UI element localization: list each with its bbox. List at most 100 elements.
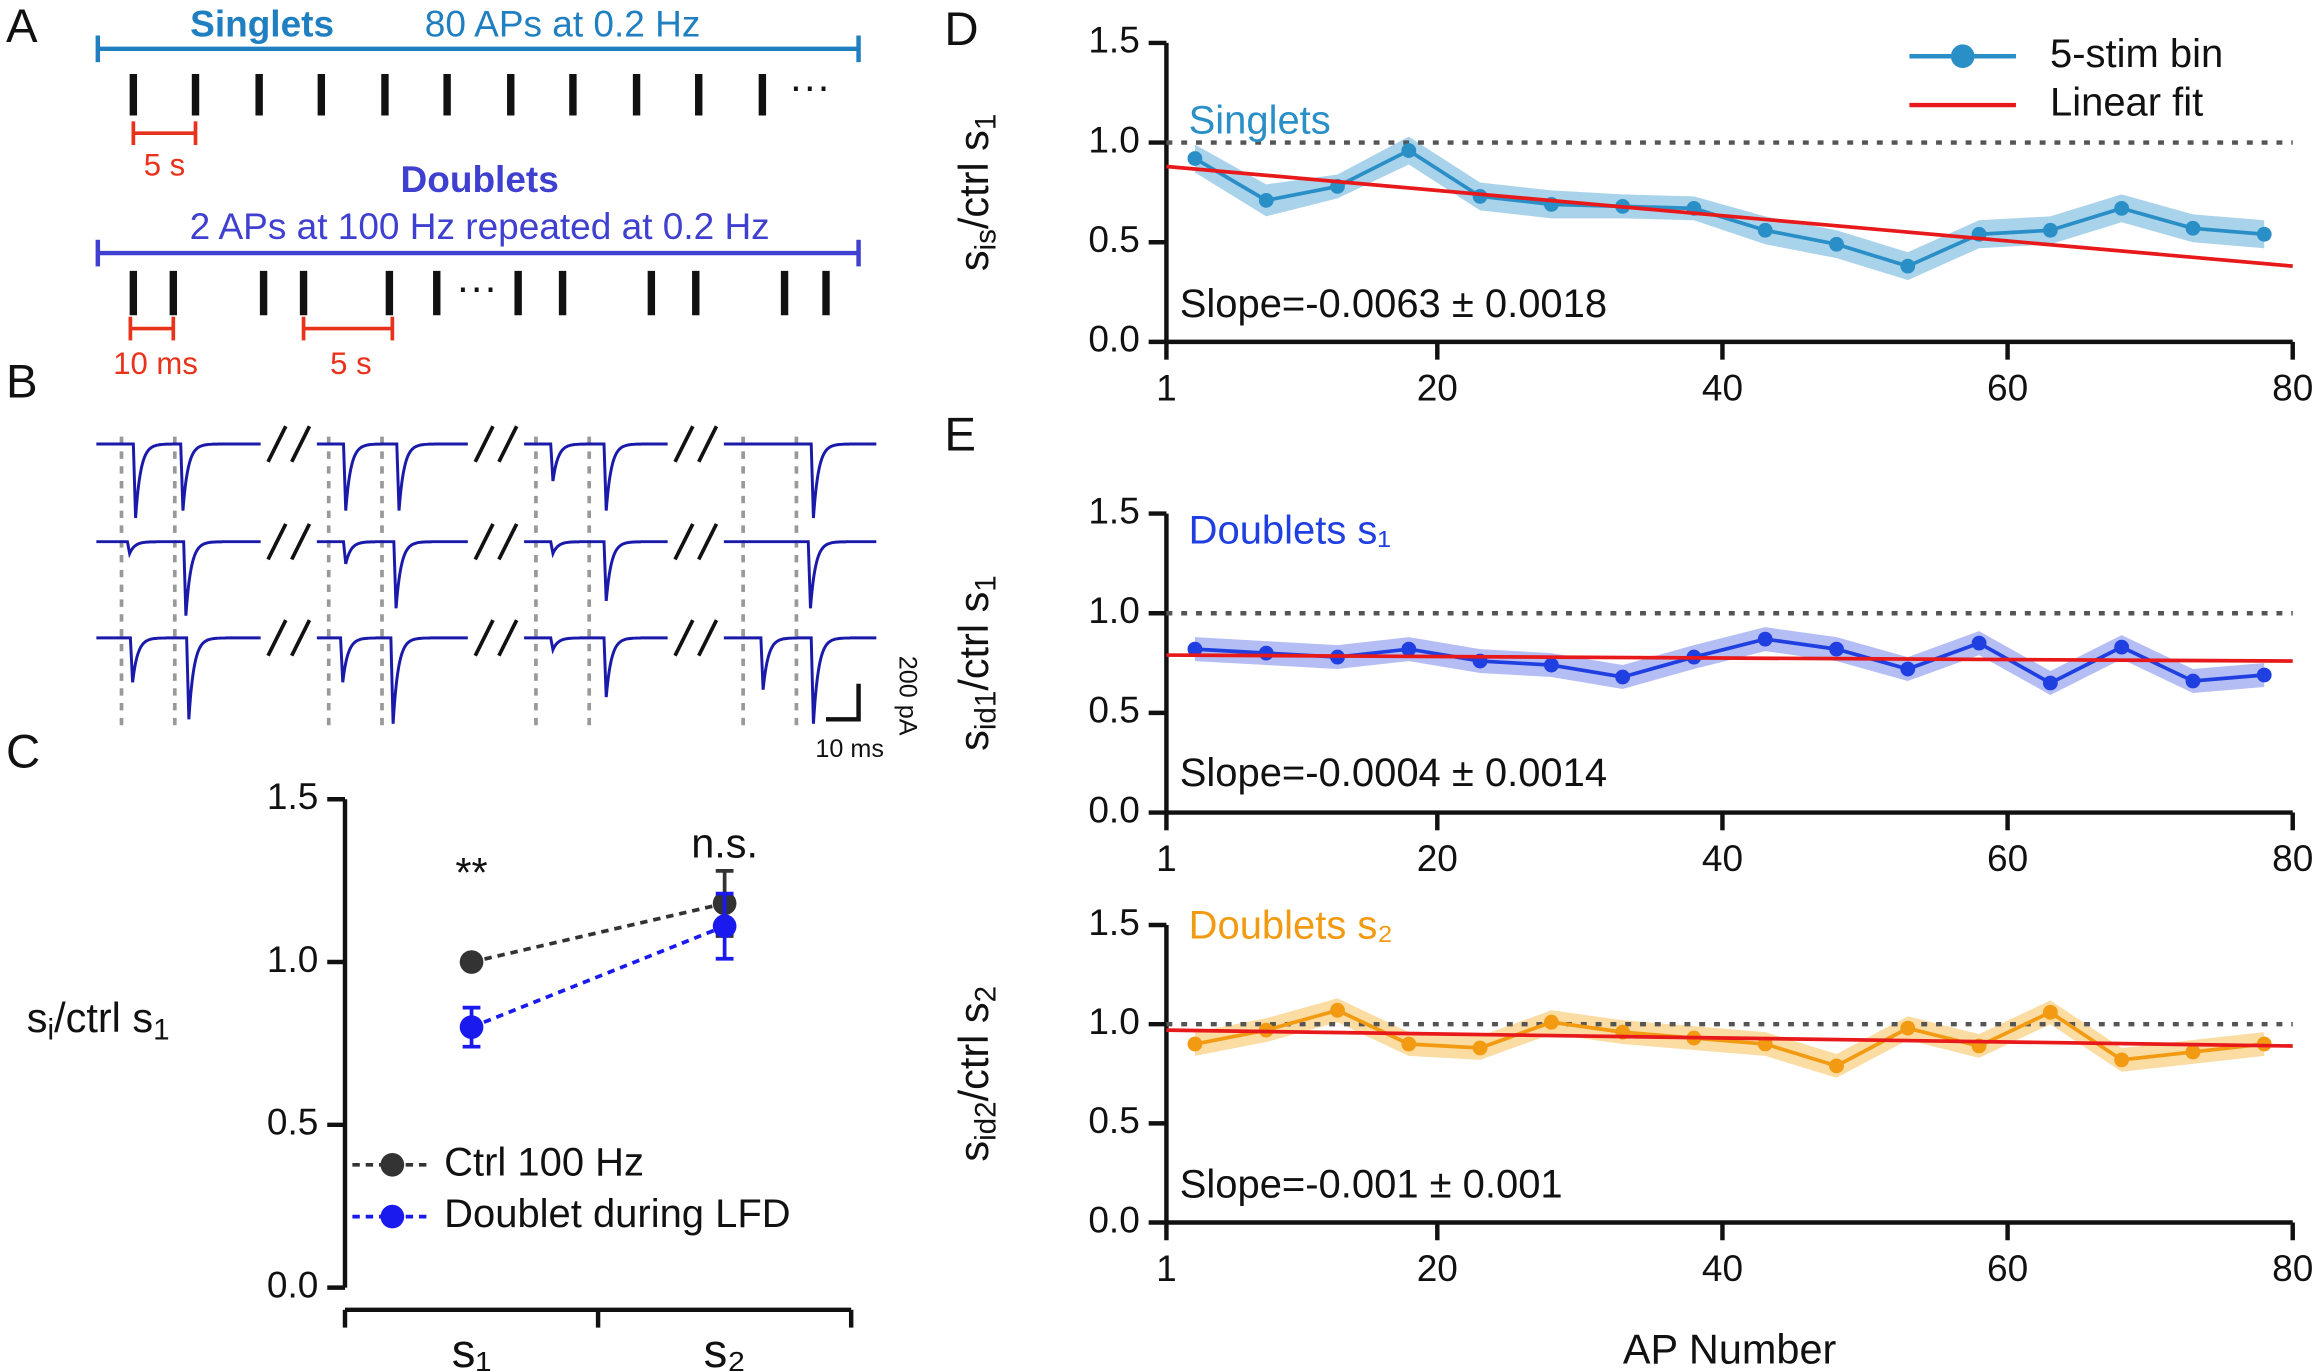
panel-a: Singlets 80 APs at 0.2 Hz ··· 5 s Double… xyxy=(95,3,861,381)
y-tick-label: 0.5 xyxy=(267,1102,318,1143)
y-tick-label: 0.5 xyxy=(1088,1100,1139,1141)
point xyxy=(2185,673,2201,689)
y-axis-label-part: 1 xyxy=(969,114,1002,130)
point xyxy=(1401,143,1417,158)
y-tick-label: 1.5 xyxy=(1088,20,1139,61)
x-tick-label: 1 xyxy=(1156,1248,1177,1289)
doublet-ticks xyxy=(129,270,830,316)
x-tick-label: 60 xyxy=(1987,838,2028,879)
series-line xyxy=(1194,1008,2265,1068)
point xyxy=(2256,226,2272,242)
legend-marker xyxy=(380,1204,405,1229)
current-trace xyxy=(723,636,877,724)
ellipsis: ··· xyxy=(789,62,830,109)
y-tick-label: 0.5 xyxy=(1088,219,1139,260)
y-tick-label: 1.0 xyxy=(1088,119,1139,160)
y-axis-label-part: i xyxy=(48,1013,55,1046)
slope-annotation: Slope=-0.0063 ± 0.0018 xyxy=(1180,282,1607,326)
axis-break xyxy=(290,619,312,657)
x-tick-label: 60 xyxy=(1987,368,2028,409)
y-axis-label-part: /ctrl s xyxy=(950,1002,997,1101)
point xyxy=(1258,645,1274,661)
singlets-span xyxy=(95,35,861,63)
y-tick-label: 0.0 xyxy=(267,1264,318,1305)
y-axis-label-part: 1 xyxy=(969,575,1002,591)
scale-bar xyxy=(131,121,198,146)
point xyxy=(1900,1020,1916,1036)
point xyxy=(2114,639,2130,655)
y-axis-label-part: id2 xyxy=(969,1101,1002,1141)
x-tick-label: 60 xyxy=(1987,1248,2028,1289)
legend-label: Ctrl 100 Hz xyxy=(444,1140,644,1184)
point xyxy=(1757,222,1773,238)
y-tick-label: 0.5 xyxy=(1088,690,1139,731)
axis-break xyxy=(266,523,288,561)
x-tick-label: 80 xyxy=(2272,838,2313,879)
x-tick-label: 20 xyxy=(1417,368,1458,409)
point xyxy=(2042,1004,2058,1020)
x-tick-label: 20 xyxy=(1417,1248,1458,1289)
point xyxy=(2185,220,2201,236)
y-axis-label: sid2/ctrl s2 xyxy=(950,986,1002,1162)
x-tick-label: 40 xyxy=(1702,838,1743,879)
legend-marker xyxy=(1950,44,1975,69)
point xyxy=(1543,1014,1559,1030)
doublets-title: Doublets xyxy=(401,159,559,200)
x-tick-label: 40 xyxy=(1702,368,1743,409)
y-axis-label-part: 1 xyxy=(153,1013,169,1046)
axis-break xyxy=(673,523,695,561)
y-axis-label-part: s xyxy=(950,1141,997,1162)
point xyxy=(1900,258,1916,274)
y-axis-label: sid1/ctrl s1 xyxy=(950,575,1002,751)
point xyxy=(1258,192,1274,208)
panel-letter: C xyxy=(6,725,40,778)
y-tick-label: 1.0 xyxy=(267,939,318,980)
fit-line xyxy=(1166,1028,2293,1048)
point xyxy=(1829,1058,1844,1074)
y-axis-label-part: /ctrl s xyxy=(54,994,153,1041)
current-trace xyxy=(524,636,668,698)
legend-label: Doublet during LFD xyxy=(444,1192,790,1236)
series-line xyxy=(1194,637,2265,686)
point xyxy=(2256,667,2272,683)
point xyxy=(1971,635,1987,651)
current-trace xyxy=(96,540,261,616)
x-tick-label: 80 xyxy=(2272,368,2313,409)
scale-label: 5 s xyxy=(330,346,371,381)
ellipsis: ··· xyxy=(456,263,497,310)
panel-letter: A xyxy=(6,0,38,53)
y-axis-label-part: s xyxy=(950,250,997,271)
point xyxy=(1615,669,1631,685)
point xyxy=(2042,675,2058,691)
point xyxy=(2185,1044,2201,1060)
current-trace xyxy=(316,636,468,724)
axis-break xyxy=(697,425,719,463)
y-axis-label-part: s xyxy=(27,994,48,1041)
series-line xyxy=(471,901,726,964)
point xyxy=(459,1015,484,1039)
x-tick-label: s₂ xyxy=(704,1325,746,1372)
current-trace xyxy=(524,442,668,511)
axis-break xyxy=(497,523,519,561)
annotation: n.s. xyxy=(691,820,758,867)
series-label: Doublets s₂ xyxy=(1189,904,1393,948)
y-tick-label: 1.5 xyxy=(1088,490,1139,531)
fit-line xyxy=(1166,653,2293,663)
point xyxy=(1330,1002,1345,1018)
axis-break xyxy=(673,619,695,657)
fit-line xyxy=(1166,164,2293,268)
axis-break xyxy=(266,619,288,657)
confidence-band xyxy=(1194,627,2265,695)
point xyxy=(1187,1036,1203,1052)
y-tick-label: 1.5 xyxy=(1088,902,1139,943)
y-axis-label: si/ctrl s1 xyxy=(27,994,170,1046)
y-axis-label-part: id1 xyxy=(969,691,1002,731)
current-trace xyxy=(316,540,468,609)
legend-label: 5-stim bin xyxy=(2050,32,2223,76)
point xyxy=(712,914,737,939)
y-axis-label-part: /ctrl s xyxy=(950,592,997,691)
scale-bar xyxy=(128,316,395,341)
current-trace xyxy=(316,442,468,511)
